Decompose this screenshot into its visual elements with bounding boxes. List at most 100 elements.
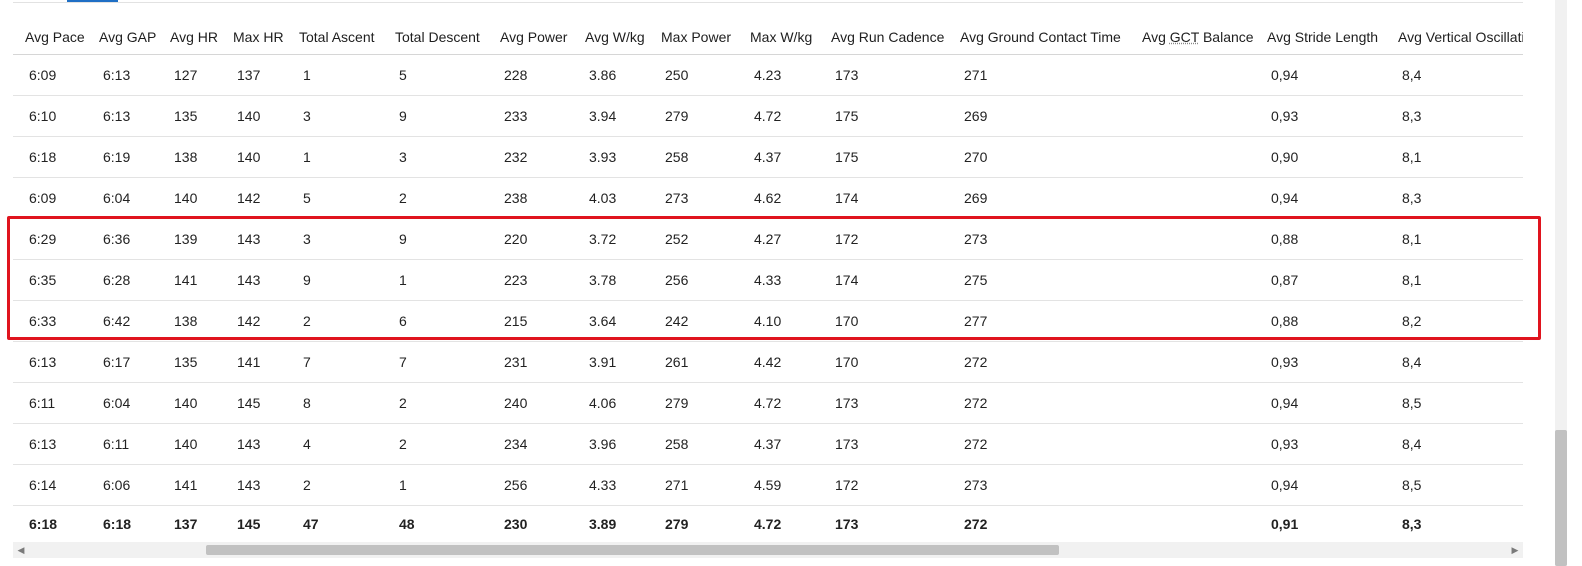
table-cell: 127 — [158, 54, 221, 96]
table-cell: 273 — [649, 177, 738, 219]
table-cell: 6:42 — [87, 300, 158, 342]
table-cell: 0,93 — [1255, 95, 1386, 137]
column-header[interactable]: Avg W/kg — [573, 20, 649, 55]
column-header-text: Avg — [1142, 29, 1170, 45]
table-cell: 269 — [948, 95, 1130, 137]
column-header[interactable]: Avg GCT Balance — [1130, 20, 1255, 55]
table-row[interactable]: 6:29 6:36 139 143 3 9 220 3.72 252 4.27 172 273 0,88… — [13, 218, 1523, 260]
table-cell: 7 — [287, 341, 383, 383]
summary-cell: 3.89 — [573, 505, 649, 538]
table-cell: 4.33 — [573, 464, 649, 506]
table-row[interactable]: 6:10 6:13 135 140 3 9 233 3.94 279 4.72 175 269 0,93… — [13, 95, 1523, 137]
table-cell: 1 — [383, 259, 488, 301]
column-header[interactable]: Total Ascent — [287, 20, 383, 55]
table-row[interactable]: 6:13 6:11 140 143 4 2 234 3.96 258 4.37 173 272 0,93… — [13, 423, 1523, 465]
column-header[interactable]: Avg Vertical Oscillation — [1386, 20, 1523, 55]
summary-cell: 48 — [383, 505, 488, 538]
table-cell: 0,93 — [1255, 423, 1386, 465]
column-header[interactable]: Avg Run Cadence — [819, 20, 948, 55]
table-row[interactable]: 6:14 6:06 141 143 2 1 256 4.33 271 4.59 172 273 0,94… — [13, 464, 1523, 506]
table-cell: 269 — [948, 177, 1130, 219]
horizontal-scrollbar[interactable]: ◀ ▶ — [13, 542, 1523, 558]
table-cell — [1130, 177, 1255, 219]
table-cell: 8,1 — [1386, 136, 1523, 178]
column-header[interactable]: Avg Ground Contact Time — [948, 20, 1130, 55]
table-cell: 272 — [948, 423, 1130, 465]
table-cell: 4.23 — [738, 54, 819, 96]
table-cell: 8,4 — [1386, 423, 1523, 465]
table-cell: 174 — [819, 259, 948, 301]
vertical-scrollbar-thumb[interactable] — [1555, 430, 1567, 566]
table-row[interactable]: 6:33 6:42 138 142 2 6 215 3.64 242 4.10 170 277 0,88… — [13, 300, 1523, 342]
table-cell: 215 — [488, 300, 573, 342]
vertical-scrollbar[interactable] — [1555, 0, 1567, 566]
table-cell: 4.37 — [738, 136, 819, 178]
table-cell: 220 — [488, 218, 573, 260]
table-cell: 9 — [383, 218, 488, 260]
table-cell: 275 — [948, 259, 1130, 301]
column-header[interactable]: Avg HR — [158, 20, 221, 55]
table-row[interactable]: 6:18 6:19 138 140 1 3 232 3.93 258 4.37 175 270 0,90… — [13, 136, 1523, 178]
table-cell: 170 — [819, 300, 948, 342]
table-cell: 238 — [488, 177, 573, 219]
table-cell: 231 — [488, 341, 573, 383]
table-cell: 256 — [649, 259, 738, 301]
table-cell: 1 — [383, 464, 488, 506]
table-cell: 6:35 — [13, 259, 87, 301]
table-cell: 6:11 — [13, 382, 87, 424]
column-header[interactable]: Max HR — [221, 20, 287, 55]
column-header[interactable]: Max Power — [649, 20, 738, 55]
table-cell: 256 — [488, 464, 573, 506]
table-cell: 6:14 — [13, 464, 87, 506]
table-cell: 6:18 — [13, 136, 87, 178]
summary-cell: 272 — [948, 505, 1130, 538]
table-row[interactable]: 6:09 6:04 140 142 5 2 238 4.03 273 4.62 174 269 0,94… — [13, 177, 1523, 219]
table-row[interactable]: 6:11 6:04 140 145 8 2 240 4.06 279 4.72 173 272 0,94… — [13, 382, 1523, 424]
horizontal-scrollbar-thumb[interactable] — [206, 545, 1059, 555]
table-cell: 145 — [221, 382, 287, 424]
table-cell: 172 — [819, 464, 948, 506]
table-row[interactable]: 6:09 6:13 127 137 1 5 228 3.86 250 4.23 173 271 0,94… — [13, 54, 1523, 96]
table-cell: 279 — [649, 95, 738, 137]
table-row[interactable]: 6:13 6:17 135 141 7 7 231 3.91 261 4.42 170 272 0,93… — [13, 341, 1523, 383]
table-cell: 6:13 — [87, 95, 158, 137]
table-cell: 6:11 — [87, 423, 158, 465]
scroll-right-icon[interactable]: ▶ — [1511, 545, 1519, 555]
table-cell: 279 — [649, 382, 738, 424]
table-cell: 3.72 — [573, 218, 649, 260]
table-row[interactable]: 6:35 6:28 141 143 9 1 223 3.78 256 4.33 174 275 0,87… — [13, 259, 1523, 301]
table-cell: 140 — [221, 136, 287, 178]
column-header[interactable]: Max W/kg — [738, 20, 819, 55]
table-cell: 6:36 — [87, 218, 158, 260]
table-cell: 6:04 — [87, 382, 158, 424]
table-cell: 173 — [819, 423, 948, 465]
summary-cell: 230 — [488, 505, 573, 538]
scroll-left-icon[interactable]: ◀ — [17, 545, 25, 555]
table-cell — [1130, 423, 1255, 465]
table-cell — [1130, 54, 1255, 96]
table-cell: 8,3 — [1386, 177, 1523, 219]
column-header[interactable]: Total Descent — [383, 20, 488, 55]
table-cell: 3.64 — [573, 300, 649, 342]
summary-cell: 4.72 — [738, 505, 819, 538]
table-header-row: Avg Pace Avg GAP Avg HR Max HR Total Ascent T… — [13, 20, 1523, 55]
column-header[interactable]: Avg GAP — [87, 20, 158, 55]
table-cell: 4.59 — [738, 464, 819, 506]
table-cell: 5 — [383, 54, 488, 96]
table-cell: 0,87 — [1255, 259, 1386, 301]
table-cell: 173 — [819, 382, 948, 424]
tab-divider — [13, 2, 1523, 3]
table-cell: 9 — [287, 259, 383, 301]
column-header[interactable]: Avg Stride Length — [1255, 20, 1386, 55]
table-cell: 240 — [488, 382, 573, 424]
column-header[interactable]: Avg Pace — [13, 20, 87, 55]
table-cell: 172 — [819, 218, 948, 260]
table-cell: 142 — [221, 300, 287, 342]
table-cell: 4.10 — [738, 300, 819, 342]
column-header[interactable]: Avg Power — [488, 20, 573, 55]
table-cell: 0,93 — [1255, 341, 1386, 383]
table-cell: 4.42 — [738, 341, 819, 383]
table-cell: 143 — [221, 218, 287, 260]
table-cell: 8,4 — [1386, 341, 1523, 383]
table-cell: 272 — [948, 382, 1130, 424]
